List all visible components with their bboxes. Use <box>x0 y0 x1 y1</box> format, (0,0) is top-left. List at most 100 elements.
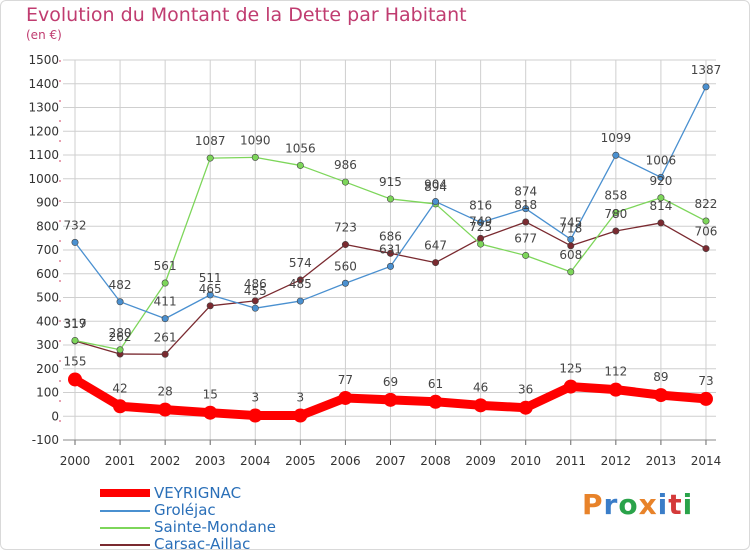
data-point <box>522 205 530 213</box>
data-label: 73 <box>698 374 713 388</box>
data-point <box>71 238 79 246</box>
data-point <box>341 279 349 287</box>
legend-label: Sainte-Mondane <box>154 518 276 536</box>
data-point <box>293 408 308 423</box>
data-label: 677 <box>514 231 537 245</box>
data-label: 1099 <box>601 131 632 145</box>
data-point <box>341 178 349 186</box>
data-label: 686 <box>379 229 402 243</box>
data-point <box>702 217 710 225</box>
logo-letter: r <box>603 488 619 521</box>
x-tick-label: 2008 <box>420 454 451 468</box>
data-point <box>71 336 79 344</box>
data-point <box>296 161 304 169</box>
data-label: 42 <box>112 381 127 395</box>
data-label: 280 <box>109 326 132 340</box>
data-label: 723 <box>334 221 357 235</box>
data-point <box>113 399 128 414</box>
data-label: 920 <box>649 174 672 188</box>
y-tick-label: 1300 <box>28 101 59 115</box>
data-point <box>161 279 169 287</box>
data-label: 411 <box>154 295 177 309</box>
data-label: 915 <box>379 175 402 189</box>
x-tick-label: 2014 <box>691 454 722 468</box>
data-label: 319 <box>64 316 87 330</box>
data-label: 1087 <box>195 134 226 148</box>
y-tick-label: 1000 <box>28 172 59 186</box>
data-label: 1387 <box>691 63 722 77</box>
logo-letter: i <box>657 488 669 521</box>
data-label: 61 <box>428 377 443 391</box>
data-label: 732 <box>64 218 87 232</box>
y-tick-label: -100 <box>32 433 59 447</box>
data-point <box>428 394 443 409</box>
y-tick-label: 300 <box>36 338 59 352</box>
data-label: 647 <box>424 239 447 253</box>
data-point <box>653 388 668 403</box>
data-point <box>116 298 124 306</box>
data-point <box>383 392 398 407</box>
data-point <box>251 153 259 161</box>
data-label: 858 <box>604 188 627 202</box>
data-point <box>567 268 575 276</box>
x-tick-label: 2003 <box>195 454 226 468</box>
data-point <box>432 198 440 206</box>
data-label: 560 <box>334 259 357 273</box>
data-label: 749 <box>469 214 492 228</box>
legend-label: Groléjac <box>154 501 216 519</box>
legend-label: VEYRIGNAC <box>154 484 242 502</box>
data-point <box>206 302 214 310</box>
data-label: 874 <box>514 185 537 199</box>
data-label: 125 <box>559 362 582 376</box>
data-point <box>522 218 530 226</box>
data-label: 465 <box>199 282 222 296</box>
data-point <box>116 346 124 354</box>
x-tick-label: 2012 <box>601 454 632 468</box>
data-point <box>341 241 349 249</box>
data-label: 485 <box>289 277 312 291</box>
data-label: 28 <box>157 385 172 399</box>
data-point <box>386 195 394 203</box>
data-label: 69 <box>383 375 398 389</box>
y-tick-label: 900 <box>36 196 59 210</box>
data-label: 706 <box>695 225 718 239</box>
legend-swatch <box>100 510 150 512</box>
y-tick-label: 0 <box>51 409 59 423</box>
data-point <box>432 259 440 267</box>
data-label: 89 <box>653 370 668 384</box>
data-point <box>161 315 169 323</box>
y-tick-label: 200 <box>36 362 59 376</box>
data-point <box>161 350 169 358</box>
logo-letter: o <box>618 488 639 521</box>
logo-letter: P <box>582 488 604 521</box>
data-point <box>477 218 485 226</box>
data-point <box>612 151 620 159</box>
x-tick-label: 2009 <box>465 454 496 468</box>
data-point <box>203 405 218 420</box>
logo-letter: x <box>638 488 658 521</box>
data-point <box>158 402 173 417</box>
data-label: 1090 <box>240 133 271 147</box>
y-tick-label: 400 <box>36 314 59 328</box>
y-tick-label: 100 <box>36 386 59 400</box>
data-label: 1056 <box>285 141 316 155</box>
data-point <box>567 235 575 243</box>
data-point <box>296 276 304 284</box>
data-label: 780 <box>604 207 627 221</box>
x-tick-label: 2006 <box>330 454 361 468</box>
data-point <box>473 398 488 413</box>
data-label: 986 <box>334 158 357 172</box>
data-label: 482 <box>109 278 132 292</box>
data-label: 561 <box>154 259 177 273</box>
y-tick-label: 1200 <box>28 124 59 138</box>
x-tick-label: 2002 <box>150 454 181 468</box>
data-label: 262 <box>109 330 132 344</box>
x-tick-label: 2011 <box>555 454 586 468</box>
data-label: 904 <box>424 178 447 192</box>
data-point <box>702 245 710 253</box>
data-point <box>522 251 530 259</box>
data-point <box>608 382 623 397</box>
data-point <box>338 390 353 405</box>
